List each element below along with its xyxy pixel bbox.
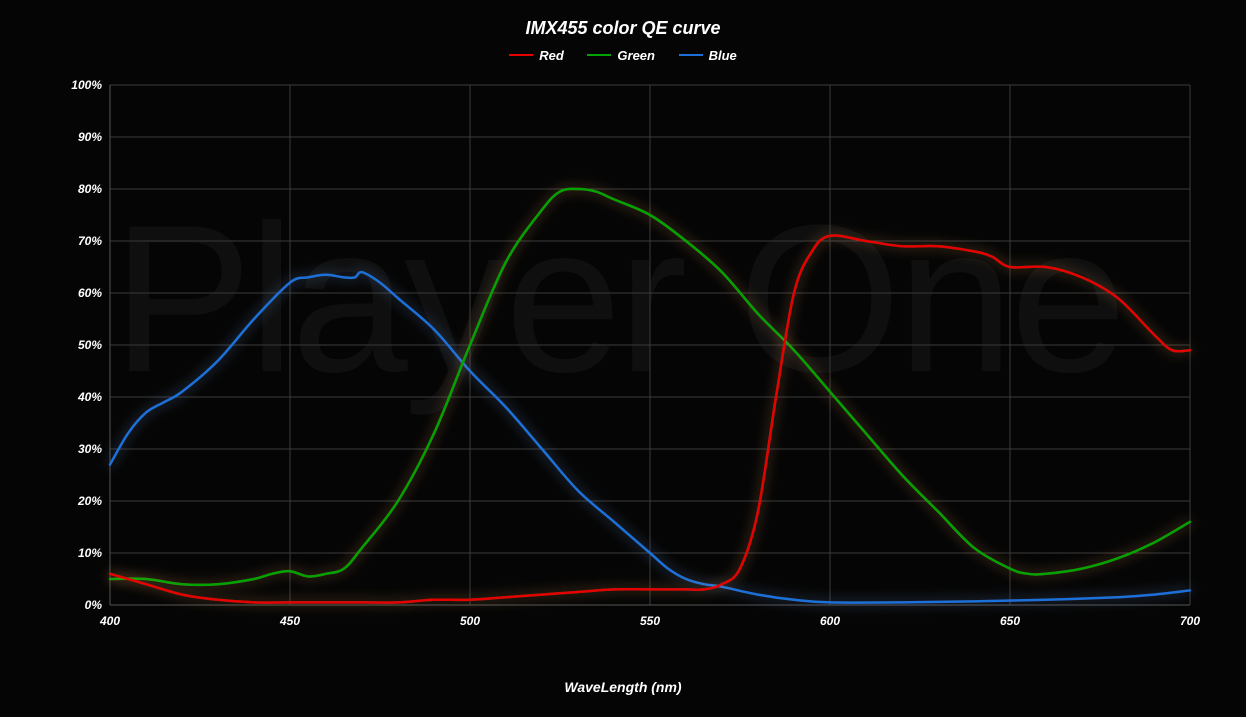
qe-chart: IMX455 color QE curve Red Green Blue Pla… (0, 0, 1246, 717)
legend-label-green: Green (617, 48, 655, 63)
svg-text:Player One: Player One (112, 181, 1123, 416)
chart-title: IMX455 color QE curve (0, 18, 1246, 39)
plot-svg: Player One0%10%20%30%40%50%60%70%80%90%1… (80, 75, 1200, 645)
chart-legend: Red Green Blue (0, 44, 1246, 63)
legend-swatch-green (587, 54, 611, 56)
svg-text:10%: 10% (78, 546, 102, 560)
legend-label-red: Red (539, 48, 564, 63)
svg-text:40%: 40% (77, 390, 102, 404)
svg-text:20%: 20% (77, 494, 102, 508)
legend-swatch-red (509, 54, 533, 56)
svg-text:550: 550 (640, 614, 660, 628)
plot-area: Player One0%10%20%30%40%50%60%70%80%90%1… (80, 75, 1200, 645)
svg-text:50%: 50% (78, 338, 102, 352)
svg-text:400: 400 (99, 614, 120, 628)
svg-text:0%: 0% (85, 598, 103, 612)
legend-swatch-blue (679, 54, 703, 56)
svg-text:30%: 30% (78, 442, 102, 456)
svg-text:80%: 80% (78, 182, 102, 196)
svg-text:700: 700 (1180, 614, 1200, 628)
svg-text:90%: 90% (78, 130, 102, 144)
svg-text:60%: 60% (78, 286, 102, 300)
svg-text:100%: 100% (71, 78, 102, 92)
svg-text:500: 500 (460, 614, 480, 628)
svg-text:600: 600 (820, 614, 840, 628)
legend-label-blue: Blue (709, 48, 737, 63)
svg-text:450: 450 (279, 614, 300, 628)
legend-item-red: Red (509, 48, 564, 63)
svg-text:650: 650 (1000, 614, 1020, 628)
legend-item-blue: Blue (679, 48, 737, 63)
x-axis-title: WaveLength (nm) (0, 679, 1246, 695)
legend-item-green: Green (587, 48, 655, 63)
svg-text:70%: 70% (78, 234, 102, 248)
